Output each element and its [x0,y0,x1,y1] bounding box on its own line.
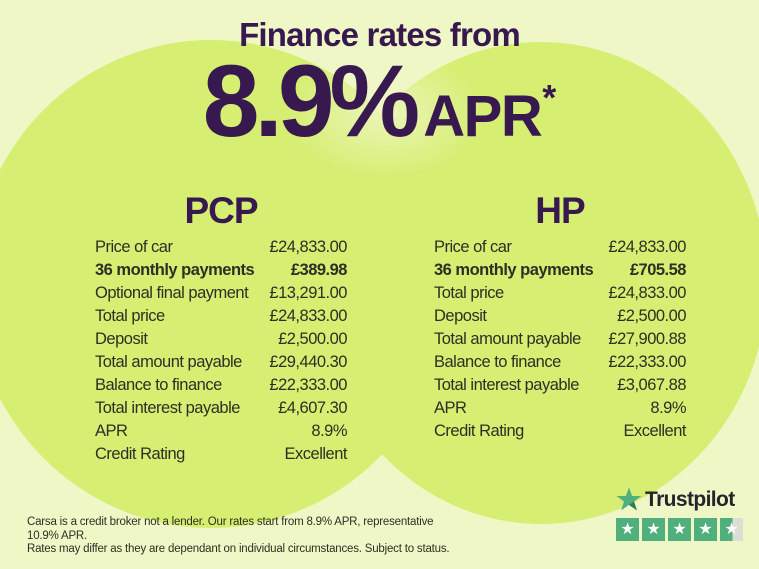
row-value: £389.98 [290,261,348,279]
apr-label: APR [423,84,542,149]
row-value: £24,833.00 [608,238,686,256]
row-value: Excellent [284,445,348,463]
row-value: Excellent [623,422,687,440]
pcp-title: PCP [184,190,258,231]
row-value: 8.9% [650,399,686,417]
row-label: Balance to finance [95,376,222,394]
hp-row-total-amount-payable: Total amount payable £27,900.88 [434,330,686,353]
headline-rate: 8.9% APR * [0,46,759,156]
row-label: Deposit [434,307,487,325]
row-value: £705.58 [629,261,687,279]
pcp-row-total-price: Total price £24,833.00 [95,307,347,330]
row-label: Total price [434,284,504,302]
star-glyph: ★ [698,520,713,538]
star-box-1-icon: ★ [616,518,639,541]
row-value: £24,833.00 [269,238,347,256]
row-value: £4,607.30 [278,399,347,417]
pcp-row-total-amount-payable: Total amount payable £29,440.30 [95,353,347,376]
hp-row-deposit: Deposit £2,500.00 [434,307,686,330]
star-box-4-icon: ★ [694,518,717,541]
row-label: Total interest payable [434,376,579,394]
pcp-row-balance-to-finance: Balance to finance £22,333.00 [95,376,347,399]
row-label: Credit Rating [434,422,524,440]
row-value: £22,333.00 [269,376,347,394]
apr-asterisk: * [542,77,557,118]
hp-row-credit-rating: Credit Rating Excellent [434,422,687,445]
hp-row-apr: APR 8.9% [434,399,686,422]
hp-row-monthly-payments: 36 monthly payments £705.58 [434,261,687,284]
row-label: Credit Rating [95,445,185,463]
hp-title: HP [535,190,585,231]
row-label: 36 monthly payments [95,261,255,279]
hp-column: HP Price of car £24,833.00 36 monthly pa… [434,190,687,445]
row-value: £24,833.00 [608,284,686,302]
row-value: £2,500.00 [278,330,347,348]
tagline: Finance rates from [239,16,521,53]
row-value: £27,900.88 [608,330,686,348]
row-label: Total interest payable [95,399,240,417]
star-glyph: ★ [646,520,661,538]
hp-row-total-interest-payable: Total interest payable £3,067.88 [434,376,686,399]
star-glyph: ★ [620,520,635,538]
row-label: Total amount payable [95,353,242,371]
trustpilot-rating-stars: ★ ★ ★ ★ ★ [616,518,748,541]
pcp-row-credit-rating: Credit Rating Excellent [95,445,348,468]
row-value: £22,333.00 [608,353,686,371]
star-box-5-half-icon: ★ [720,518,743,541]
pcp-column: PCP Price of car £24,833.00 36 monthly p… [95,190,348,468]
row-value: £3,067.88 [617,376,686,394]
trustpilot-logo: Trustpilot [616,487,748,513]
star-glyph: ★ [672,520,687,538]
center-glow-decoration [285,48,485,178]
row-label: APR [434,399,467,417]
disclaimer-line-2: Rates may differ as they are dependant o… [27,543,450,555]
row-label: Total price [95,307,165,325]
row-label: Price of car [95,238,173,256]
row-value: £13,291.00 [269,284,347,302]
star-glyph: ★ [724,520,739,538]
row-value: 8.9% [311,422,347,440]
row-label: 36 monthly payments [434,261,594,279]
pcp-row-apr: APR 8.9% [95,422,347,445]
rate-value: 8.9% [202,44,420,158]
trustpilot-wordmark: Trustpilot [645,488,735,511]
hp-row-price-of-car: Price of car £24,833.00 [434,238,686,261]
row-label: Optional final payment [95,284,249,302]
star-box-2-icon: ★ [642,518,665,541]
hp-row-balance-to-finance: Balance to finance £22,333.00 [434,353,686,376]
row-label: Deposit [95,330,148,348]
hp-table: Price of car £24,833.00 36 monthly payme… [434,238,687,445]
pcp-row-optional-final-payment: Optional final payment £13,291.00 [95,284,347,307]
hp-row-total-price: Total price £24,833.00 [434,284,686,307]
pcp-row-monthly-payments: 36 monthly payments £389.98 [95,261,348,284]
row-label: Balance to finance [434,353,561,371]
row-label: APR [95,422,128,440]
pcp-row-deposit: Deposit £2,500.00 [95,330,347,353]
trustpilot-widget: Trustpilot ★ ★ ★ ★ ★ [616,487,748,541]
row-value: £29,440.30 [269,353,347,371]
trustpilot-star-icon [616,487,642,513]
row-label: Price of car [434,238,512,256]
pcp-row-total-interest-payable: Total interest payable £4,607.30 [95,399,347,422]
row-value: £2,500.00 [617,307,686,325]
row-label: Total amount payable [434,330,581,348]
legal-disclaimer: Carsa is a credit broker not a lender. O… [27,516,457,557]
pcp-row-price-of-car: Price of car £24,833.00 [95,238,347,261]
row-value: £24,833.00 [269,307,347,325]
pcp-table: Price of car £24,833.00 36 monthly payme… [95,238,348,468]
star-box-3-icon: ★ [668,518,691,541]
disclaimer-line-1: Carsa is a credit broker not a lender. O… [27,516,434,542]
